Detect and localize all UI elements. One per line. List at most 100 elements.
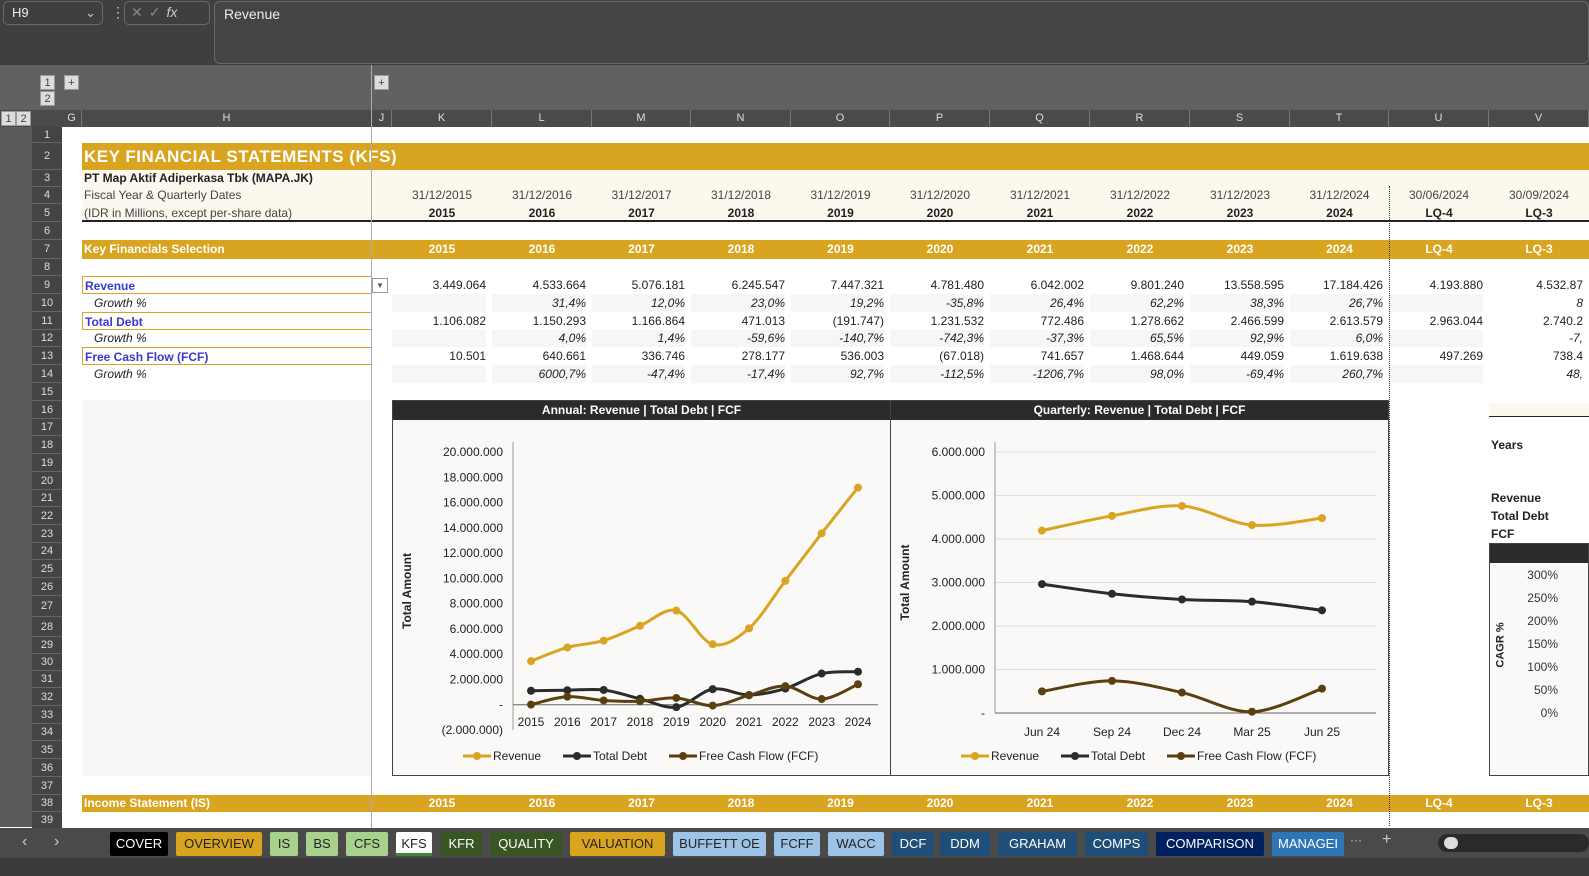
row-header[interactable]: 20 bbox=[32, 472, 62, 490]
sheet-tab-ddm[interactable]: DDM bbox=[940, 832, 990, 856]
data-point bbox=[672, 703, 681, 712]
row-header[interactable]: 14 bbox=[32, 365, 62, 383]
add-sheet-button[interactable]: + bbox=[1382, 831, 1392, 848]
row-header[interactable]: 27 bbox=[32, 596, 62, 617]
row-outline-level-2[interactable]: 2 bbox=[16, 111, 31, 126]
horizontal-scrollbar[interactable] bbox=[1438, 834, 1589, 852]
column-header[interactable]: H bbox=[82, 110, 372, 127]
expand-group-button[interactable]: + bbox=[374, 75, 389, 90]
row-header[interactable]: 1 bbox=[32, 127, 62, 143]
row-header[interactable]: 23 bbox=[32, 525, 62, 543]
prev-sheet-button[interactable]: ‹ bbox=[22, 833, 28, 850]
row-header[interactable]: 6 bbox=[32, 222, 62, 240]
column-header[interactable]: L bbox=[492, 110, 592, 127]
column-header[interactable]: T bbox=[1290, 110, 1389, 127]
row-header[interactable]: 16 bbox=[32, 401, 62, 419]
annual-chart[interactable]: Annual: Revenue | Total Debt | FCF 20.000… bbox=[392, 400, 891, 776]
row-header[interactable]: 29 bbox=[32, 637, 62, 654]
row-header[interactable]: 7 bbox=[32, 240, 62, 259]
x-tick-label: 2017 bbox=[590, 715, 617, 729]
row-header[interactable]: 38 bbox=[32, 795, 62, 812]
sheet-tab-dcf[interactable]: DCF bbox=[892, 832, 934, 856]
column-header[interactable]: P bbox=[890, 110, 990, 127]
column-header[interactable]: K bbox=[392, 110, 492, 127]
line-value: 17.184.426 bbox=[1322, 278, 1383, 292]
row-header[interactable]: 8 bbox=[32, 259, 62, 276]
sheet-tab-is[interactable]: IS bbox=[270, 832, 298, 856]
row-header[interactable]: 12 bbox=[32, 330, 62, 347]
row-header[interactable]: 18 bbox=[32, 436, 62, 454]
cagr-chart[interactable]: 300% 250% 200% 150% 100% 50% 0% CAGR % bbox=[1489, 543, 1589, 776]
row-header[interactable]: 10 bbox=[32, 294, 62, 312]
outline-level-2[interactable]: 2 bbox=[40, 91, 55, 106]
chevron-down-icon[interactable]: ⌄ bbox=[85, 5, 96, 20]
row-header[interactable]: 11 bbox=[32, 312, 62, 330]
row-header[interactable]: 30 bbox=[32, 654, 62, 671]
scrollbar-thumb[interactable] bbox=[1444, 837, 1458, 849]
row-header[interactable]: 21 bbox=[32, 490, 62, 507]
column-header[interactable]: R bbox=[1090, 110, 1190, 127]
sheet-tab-managei[interactable]: MANAGEI bbox=[1272, 832, 1344, 856]
row-header[interactable]: 24 bbox=[32, 543, 62, 560]
sheet-tab-kfs[interactable]: KFS bbox=[396, 832, 432, 856]
row-header[interactable]: 35 bbox=[32, 741, 62, 759]
row-header[interactable]: 34 bbox=[32, 724, 62, 741]
column-header[interactable]: V bbox=[1489, 110, 1589, 127]
quarterly-chart[interactable]: Quarterly: Revenue | Total Debt | FCF 6.0… bbox=[890, 400, 1389, 776]
column-header[interactable]: G bbox=[62, 110, 82, 127]
column-header[interactable]: O bbox=[791, 110, 890, 127]
sheet-tab-comps[interactable]: COMPS bbox=[1085, 832, 1148, 856]
row-header[interactable]: 5 bbox=[32, 204, 62, 222]
formula-input[interactable]: Revenue bbox=[214, 1, 1589, 64]
column-header[interactable]: Q bbox=[990, 110, 1090, 127]
next-sheet-button[interactable]: › bbox=[54, 833, 60, 850]
row-header[interactable]: 17 bbox=[32, 419, 62, 436]
more-sheets-button[interactable]: ··· bbox=[1350, 833, 1362, 847]
row-header[interactable]: 39 bbox=[32, 812, 62, 829]
column-header[interactable]: S bbox=[1190, 110, 1290, 127]
row-header[interactable]: 19 bbox=[32, 454, 62, 472]
name-box[interactable]: H9 ⌄ bbox=[3, 1, 103, 25]
check-icon[interactable]: ✓ bbox=[148, 4, 167, 20]
sheet-tab-fcff[interactable]: FCFF bbox=[774, 832, 820, 856]
outline-level-1[interactable]: 1 bbox=[40, 75, 55, 90]
row-header[interactable]: 2 bbox=[32, 143, 62, 170]
row-header[interactable]: 13 bbox=[32, 347, 62, 365]
sheet-tab-overview[interactable]: OVERVIEW bbox=[176, 832, 262, 856]
sheet-tab-graham[interactable]: GRAHAM bbox=[998, 832, 1077, 856]
row-header[interactable]: 4 bbox=[32, 187, 62, 204]
row-header[interactable]: 28 bbox=[32, 617, 62, 637]
row-header[interactable]: 32 bbox=[32, 688, 62, 706]
row-header[interactable]: 15 bbox=[32, 383, 62, 401]
sheet-tab-wacc[interactable]: WACC bbox=[828, 832, 884, 856]
column-header[interactable]: M bbox=[592, 110, 691, 127]
row-header[interactable]: 33 bbox=[32, 706, 62, 724]
sheet-tab-buffett-oe[interactable]: BUFFETT OE bbox=[673, 832, 766, 856]
row-header[interactable]: 26 bbox=[32, 578, 62, 596]
row-outline-level-1[interactable]: 1 bbox=[1, 111, 16, 126]
column-header[interactable]: N bbox=[691, 110, 791, 127]
row-header[interactable]: 3 bbox=[32, 170, 62, 187]
sheet-tab-quality[interactable]: QUALITY bbox=[490, 832, 562, 856]
sheet-tab-comparison[interactable]: COMPARISON bbox=[1156, 832, 1264, 856]
expand-group-button[interactable]: + bbox=[64, 75, 79, 90]
sheet-tab-cover[interactable]: COVER bbox=[110, 832, 168, 856]
column-header[interactable]: U bbox=[1389, 110, 1489, 127]
dropdown-button[interactable]: ▼ bbox=[372, 278, 388, 293]
column-header[interactable]: J bbox=[372, 110, 392, 127]
sheet-tab-bs[interactable]: BS bbox=[306, 832, 338, 856]
sheet-tab-cfs[interactable]: CFS bbox=[346, 832, 388, 856]
row-header[interactable]: 37 bbox=[32, 777, 62, 795]
fx-icon[interactable]: fx bbox=[166, 4, 178, 20]
sheet-tab-valuation[interactable]: VALUATION bbox=[570, 832, 665, 856]
row-header[interactable]: 36 bbox=[32, 759, 62, 777]
row-header[interactable]: 31 bbox=[32, 671, 62, 688]
data-point bbox=[781, 682, 790, 691]
growth-value: 4,0% bbox=[492, 330, 586, 347]
more-icon[interactable]: ⋮ bbox=[111, 4, 125, 20]
row-header[interactable]: 22 bbox=[32, 507, 62, 525]
sheet-tab-kfr[interactable]: KFR bbox=[441, 832, 482, 856]
row-header[interactable]: 9 bbox=[32, 276, 62, 294]
x-icon[interactable]: ✕ bbox=[131, 4, 149, 20]
row-header[interactable]: 25 bbox=[32, 560, 62, 578]
